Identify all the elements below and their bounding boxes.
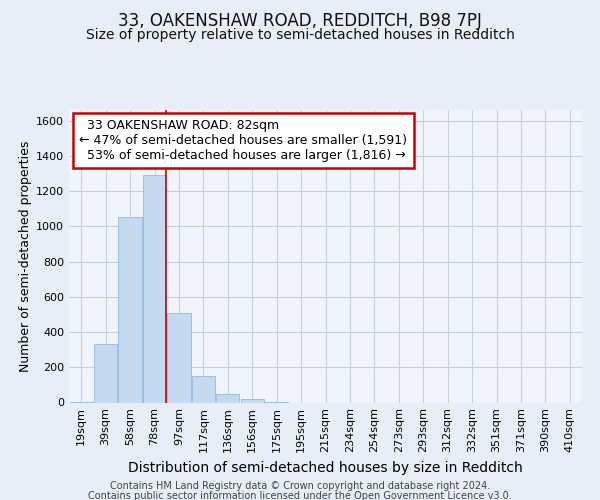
Bar bbox=[192, 376, 215, 402]
Y-axis label: Number of semi-detached properties: Number of semi-detached properties bbox=[19, 140, 32, 372]
Bar bbox=[216, 394, 239, 402]
Text: Contains public sector information licensed under the Open Government Licence v3: Contains public sector information licen… bbox=[88, 491, 512, 500]
Text: 33, OAKENSHAW ROAD, REDDITCH, B98 7PJ: 33, OAKENSHAW ROAD, REDDITCH, B98 7PJ bbox=[118, 12, 482, 30]
Bar bbox=[143, 175, 166, 402]
Bar bbox=[118, 216, 142, 402]
Text: Contains HM Land Registry data © Crown copyright and database right 2024.: Contains HM Land Registry data © Crown c… bbox=[110, 481, 490, 491]
Text: Size of property relative to semi-detached houses in Redditch: Size of property relative to semi-detach… bbox=[86, 28, 514, 42]
X-axis label: Distribution of semi-detached houses by size in Redditch: Distribution of semi-detached houses by … bbox=[128, 460, 523, 474]
Bar bbox=[241, 400, 264, 402]
Bar bbox=[94, 344, 117, 403]
Bar bbox=[167, 312, 191, 402]
Text: 33 OAKENSHAW ROAD: 82sqm
← 47% of semi-detached houses are smaller (1,591)
  53%: 33 OAKENSHAW ROAD: 82sqm ← 47% of semi-d… bbox=[79, 119, 407, 162]
